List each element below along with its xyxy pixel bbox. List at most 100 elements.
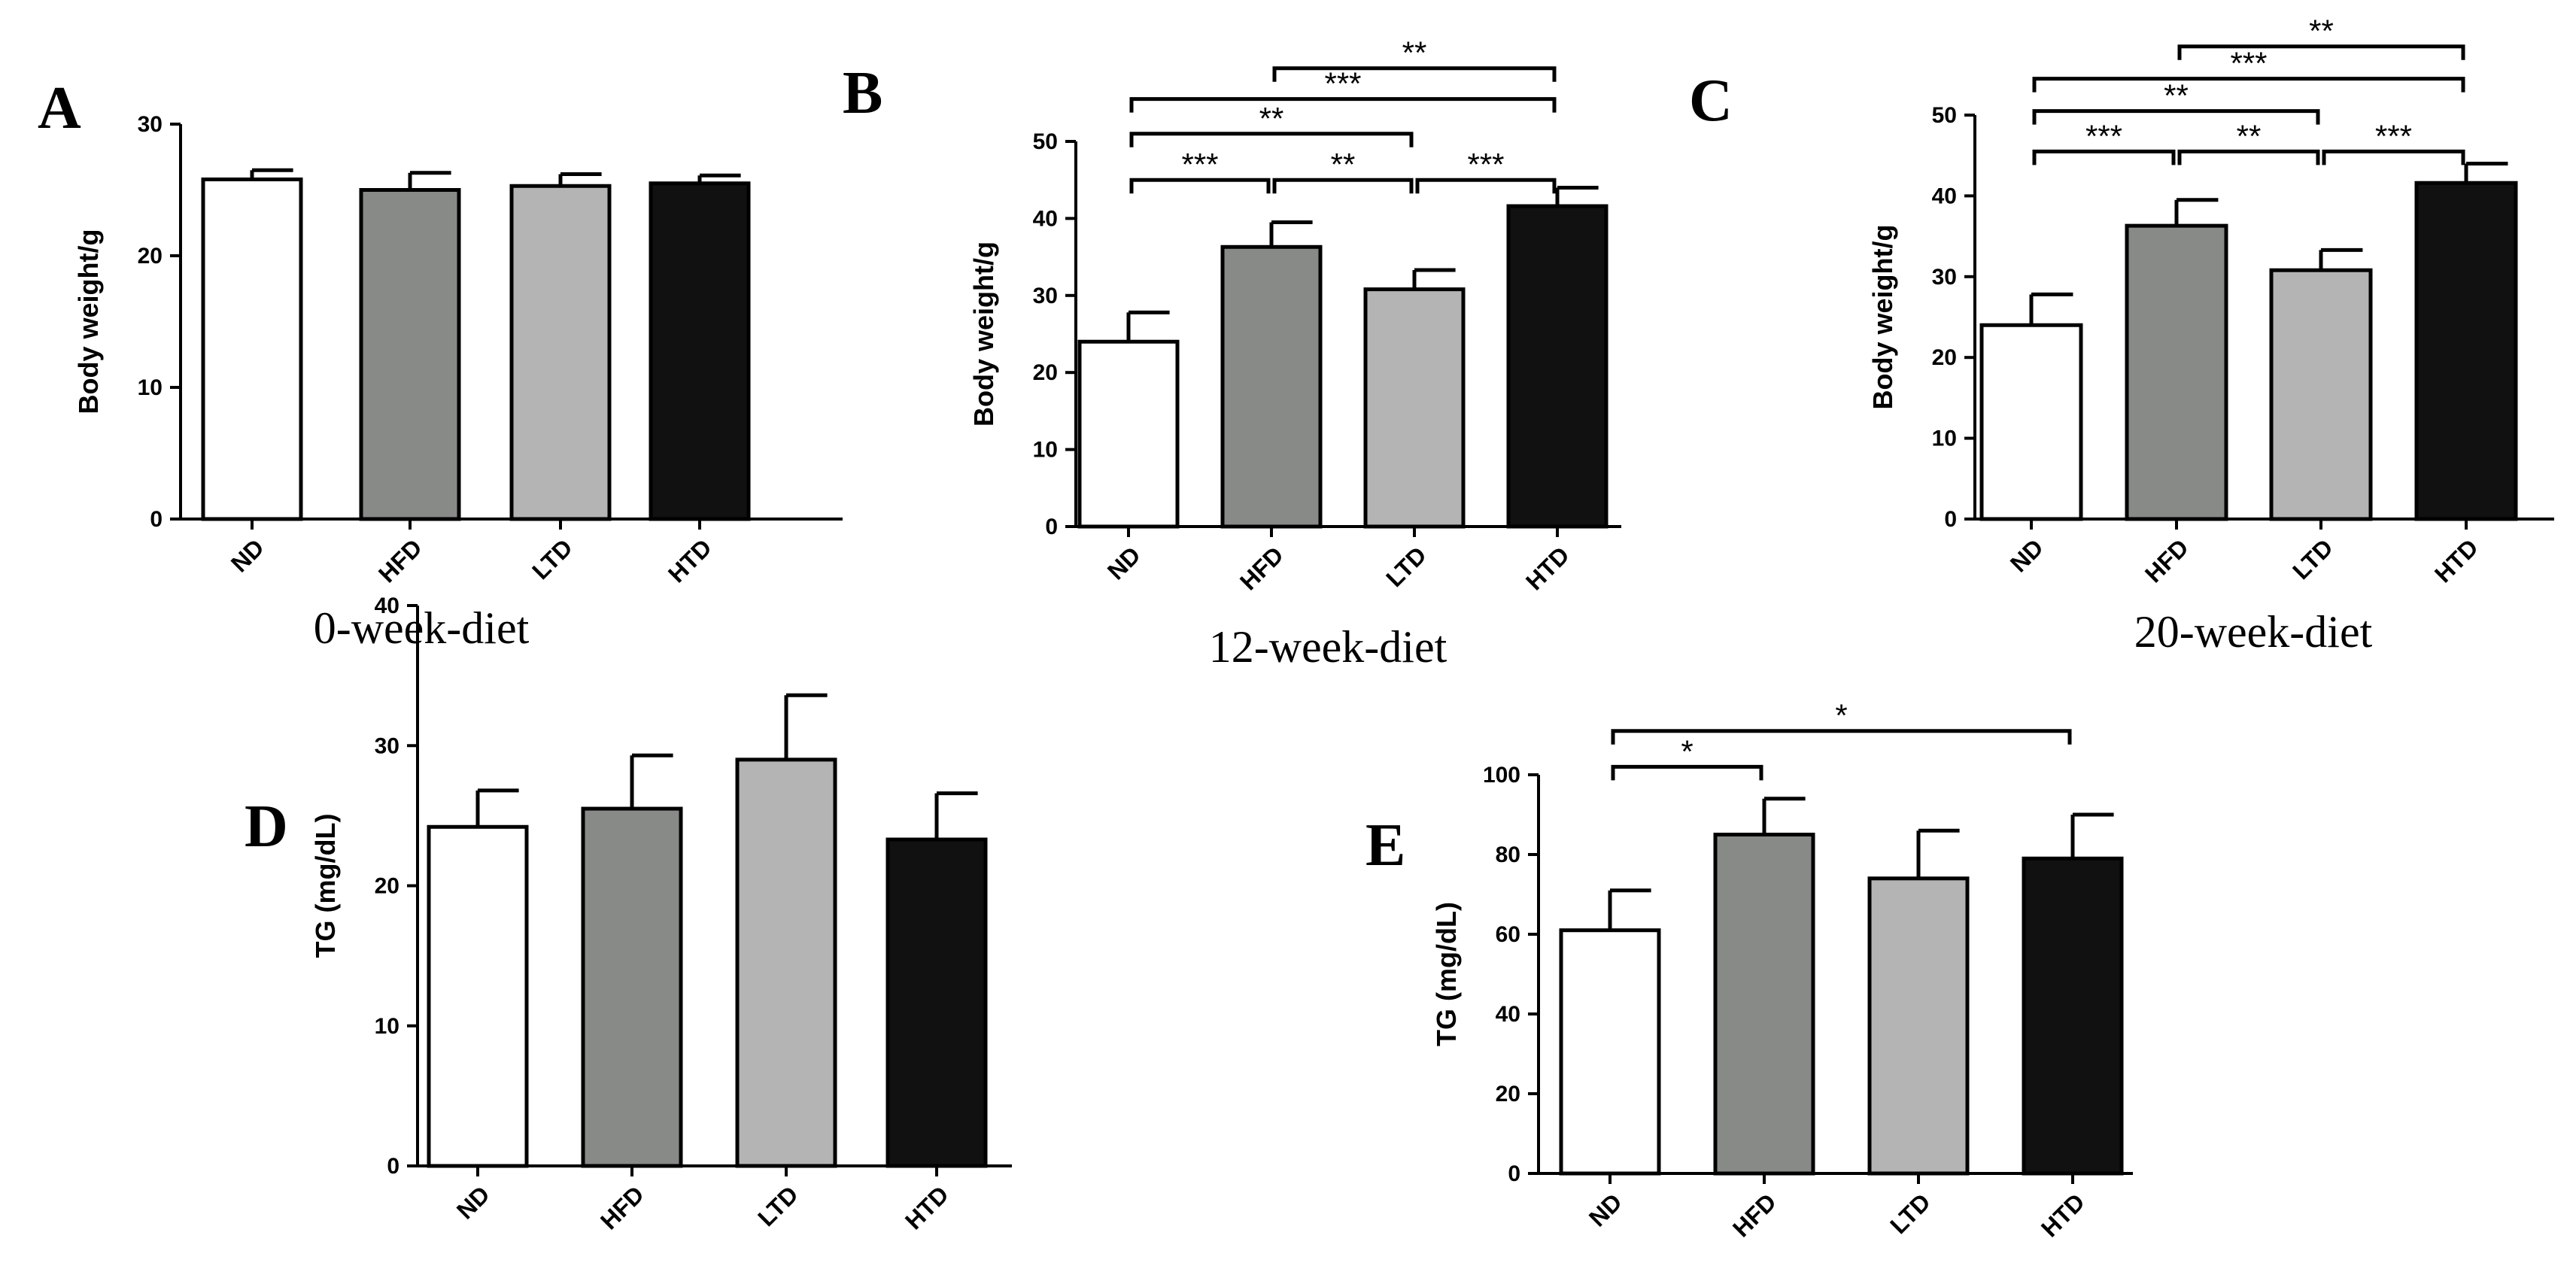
- panel-letter: C: [1689, 68, 1733, 134]
- y-tick-label: 40: [1496, 1002, 1520, 1027]
- significance-label: *: [1835, 698, 1847, 733]
- y-tick-label: 50: [1932, 103, 1957, 128]
- significance-bracket: [2032, 149, 2176, 165]
- y-tick-label: 30: [1033, 284, 1058, 308]
- y-tick-label: 20: [1932, 345, 1957, 370]
- bar-htd: [2414, 181, 2518, 521]
- x-tick-label-ltd: LTD: [2287, 533, 2338, 584]
- y-axis-label: TG (mg/dL): [1431, 902, 1462, 1046]
- significance-bracket: [2322, 149, 2465, 165]
- significance-bracket: [2177, 44, 2465, 60]
- y-tick-label: 40: [375, 593, 399, 618]
- y-tick-label: 30: [375, 733, 399, 758]
- x-tick-label-nd: ND: [1102, 541, 1146, 584]
- significance-bracket: [1611, 764, 1763, 781]
- panel-letter: B: [843, 60, 882, 126]
- bar-hfd: [581, 806, 683, 1168]
- significance-bracket: [2177, 149, 2320, 165]
- significance-label: **: [2309, 14, 2334, 49]
- x-tick-label-htd: HTD: [2036, 1188, 2090, 1242]
- x-tick-label-ltd: LTD: [1885, 1188, 1936, 1239]
- x-tick-label-nd: ND: [451, 1180, 495, 1224]
- y-axis-label: Body weight/g: [1867, 225, 1898, 410]
- significance-label: **: [2237, 118, 2262, 153]
- x-tick-label-nd: ND: [226, 533, 269, 577]
- bar-htd: [886, 837, 988, 1168]
- panel-d: D 0 10 20 30 40 TG (mg/dL) ND HFD LTD HTD: [245, 593, 1012, 1234]
- y-tick-label: 20: [138, 244, 163, 269]
- y-tick-label: 0: [1045, 515, 1058, 539]
- significance-bracket: [2032, 77, 2465, 93]
- significance-label: **: [1259, 101, 1284, 136]
- x-tick-label-htd: HTD: [900, 1180, 954, 1234]
- panel-e: E 0 20 40 60 80 100 TG (mg/dL) ND HFD LTD HTD * *: [1365, 698, 2133, 1242]
- panel-letter: A: [38, 75, 81, 141]
- y-tick-label: 10: [138, 375, 163, 400]
- panel-caption: 0-week-diet: [314, 603, 530, 653]
- x-tick-label-hfd: HFD: [595, 1180, 649, 1234]
- significance-bracket: [1611, 729, 2072, 745]
- significance-bracket: [2032, 109, 2320, 125]
- bar-hfd: [359, 188, 461, 521]
- x-tick-label-nd: ND: [1584, 1188, 1627, 1231]
- x-tick-label-htd: HTD: [1520, 541, 1575, 595]
- significance-bracket: [1129, 132, 1414, 147]
- x-tick-label-htd: HTD: [2429, 533, 2483, 587]
- panel-caption: 20-week-diet: [2134, 607, 2373, 657]
- y-tick-label: 30: [1932, 265, 1957, 290]
- x-tick-label-ltd: LTD: [752, 1180, 803, 1231]
- y-axis-label: Body weight/g: [73, 229, 104, 414]
- significance-label: ***: [2375, 118, 2412, 153]
- y-tick-label: 20: [1033, 360, 1058, 385]
- y-axis-label: Body weight/g: [968, 241, 999, 427]
- panel-caption: 12-week-diet: [1209, 622, 1447, 672]
- significance-label: **: [2164, 78, 2189, 114]
- bar-hfd: [1220, 244, 1323, 529]
- y-tick-label: 0: [387, 1154, 399, 1179]
- significance-bracket: [1129, 178, 1271, 194]
- y-tick-label: 40: [1033, 206, 1058, 231]
- significance-label: ***: [1324, 66, 1361, 102]
- panel-letter: D: [245, 794, 288, 860]
- bar-htd: [1506, 204, 1608, 529]
- significance-label: ***: [1181, 147, 1218, 182]
- bar-nd: [1979, 323, 2083, 521]
- bar-nd: [1559, 928, 1661, 1176]
- y-tick-label: 80: [1496, 842, 1520, 867]
- significance-label: ***: [1467, 147, 1504, 182]
- panel-letter: E: [1365, 812, 1405, 879]
- y-tick-label: 20: [1496, 1082, 1520, 1107]
- x-tick-label-ltd: LTD: [1381, 541, 1432, 592]
- bar-ltd: [1363, 287, 1466, 529]
- bar-hfd: [1713, 833, 1815, 1176]
- y-tick-label: 0: [1944, 507, 1957, 532]
- bar-ltd: [2269, 268, 2373, 521]
- x-tick-label-nd: ND: [2005, 533, 2049, 577]
- bar-nd: [427, 824, 529, 1168]
- significance-bracket: [1415, 178, 1557, 194]
- bar-htd: [649, 181, 751, 521]
- panel-a: A 0 10 20 30 Body weight/g ND HFD LTD HTD 0-week-d…: [38, 75, 843, 653]
- significance-label: ***: [2085, 118, 2122, 153]
- y-tick-label: 60: [1496, 922, 1520, 947]
- bar-ltd: [509, 184, 612, 521]
- y-tick-label: 0: [1508, 1161, 1520, 1186]
- bar-nd: [1077, 339, 1180, 529]
- bar-ltd: [735, 757, 837, 1168]
- significance-bracket: [1272, 178, 1414, 194]
- y-axis-label: TG (mg/dL): [310, 814, 341, 958]
- significance-bracket: [1272, 66, 1557, 82]
- bar-hfd: [2125, 223, 2228, 521]
- x-tick-label-htd: HTD: [663, 533, 717, 587]
- x-tick-label-hfd: HFD: [1727, 1188, 1782, 1242]
- y-tick-label: 10: [375, 1014, 399, 1039]
- x-tick-label-hfd: HFD: [1235, 541, 1289, 595]
- x-tick-label-hfd: HFD: [373, 533, 427, 587]
- significance-label: ***: [2230, 46, 2267, 81]
- significance-label: *: [1681, 733, 1693, 769]
- y-tick-label: 50: [1033, 129, 1058, 154]
- bar-nd: [201, 178, 303, 521]
- x-tick-label-hfd: HFD: [2140, 533, 2194, 587]
